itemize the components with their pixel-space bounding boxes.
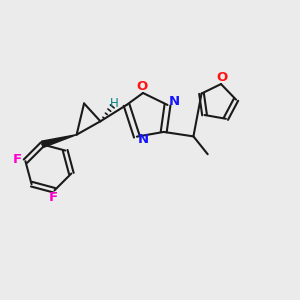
Text: N: N: [138, 133, 149, 146]
Text: O: O: [217, 71, 228, 84]
Text: F: F: [13, 153, 22, 166]
Text: F: F: [49, 191, 58, 204]
Text: O: O: [136, 80, 147, 93]
Polygon shape: [41, 135, 76, 148]
Text: N: N: [169, 95, 180, 108]
Text: H: H: [110, 97, 119, 110]
